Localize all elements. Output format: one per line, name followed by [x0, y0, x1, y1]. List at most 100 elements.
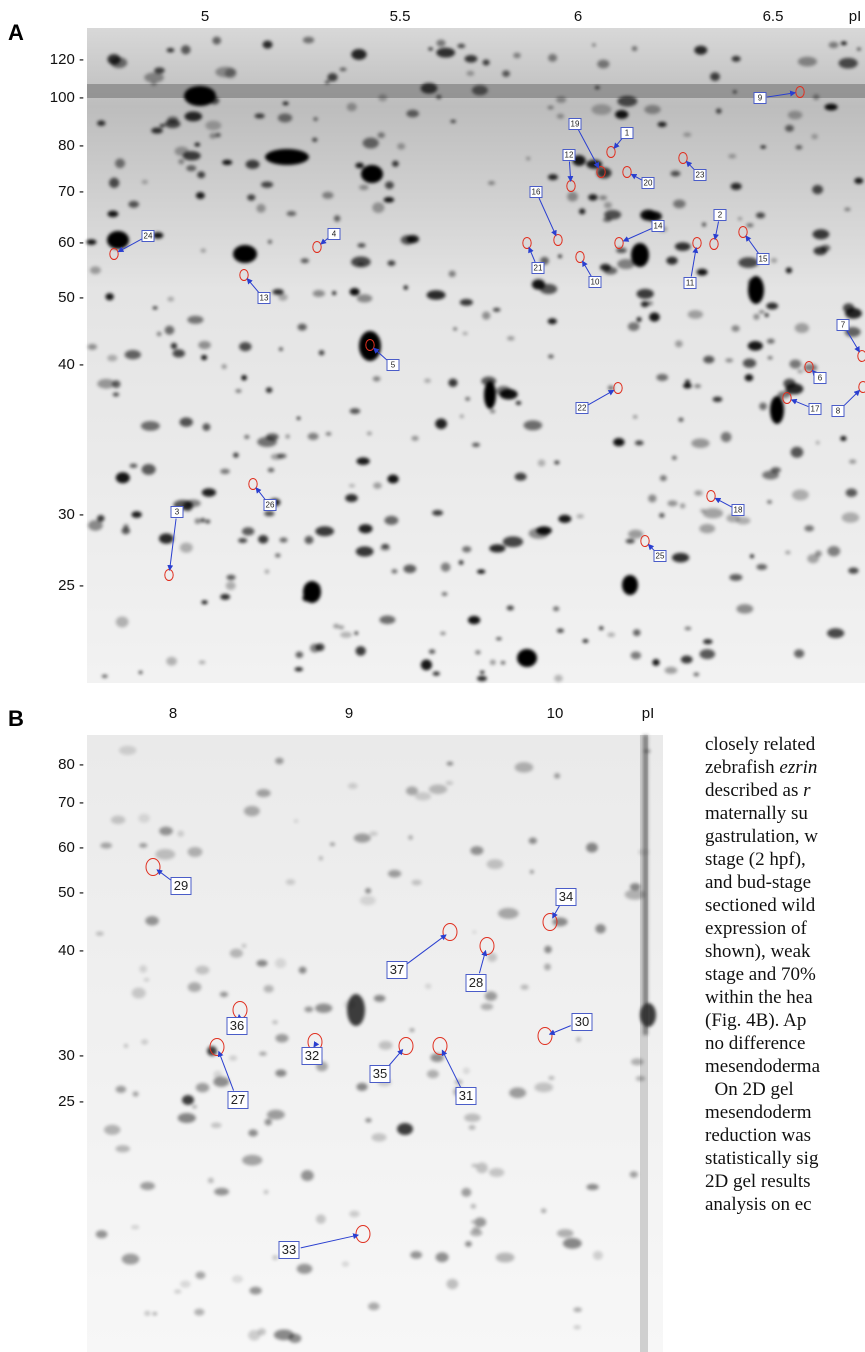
gel-spot — [123, 523, 129, 530]
gel-spot — [465, 396, 471, 401]
gel-spot — [100, 842, 113, 849]
gel-spot — [327, 72, 338, 82]
pi-label: 6.5 — [763, 8, 784, 25]
spot-label: 29 — [174, 878, 188, 893]
gel-spot — [408, 835, 413, 840]
gel-spot — [424, 378, 431, 383]
gel-spot — [573, 1307, 582, 1313]
gel-spot — [783, 378, 796, 389]
gel-spot — [144, 72, 164, 83]
gel-spot — [277, 113, 293, 123]
gel-spot — [595, 924, 606, 934]
gel-spot — [184, 86, 216, 106]
text-run: stage (2 hpf), — [705, 849, 806, 870]
gel-spot — [458, 560, 464, 565]
gel-spot — [666, 256, 678, 265]
spot-box — [257, 292, 271, 304]
gel-spot — [150, 81, 157, 87]
gel-spot — [599, 195, 608, 201]
gel-spot — [410, 1251, 423, 1259]
gel-spot — [341, 1261, 350, 1267]
spot-arrow — [217, 1050, 235, 1091]
gel-spot — [520, 984, 529, 990]
gel-spot — [215, 132, 221, 138]
gel-spot — [264, 569, 270, 574]
spot-box — [651, 220, 665, 232]
gel-spot — [221, 364, 227, 370]
gel-spot — [294, 667, 303, 672]
gel-spot — [630, 1058, 644, 1066]
gel-spot — [333, 215, 341, 222]
gel-spot — [121, 1253, 140, 1265]
gel-spot — [355, 162, 364, 169]
gel-spot — [552, 917, 568, 927]
gel-spot — [300, 258, 310, 264]
gel-spot — [435, 418, 448, 430]
gel-spot — [377, 132, 385, 139]
spot-label: 26 — [266, 501, 275, 510]
mw-label: 120 - — [50, 51, 84, 68]
gel-spot — [849, 459, 857, 464]
text-run: and bud-stage — [705, 872, 812, 893]
gel-spot — [758, 310, 765, 314]
gel-spot — [498, 908, 519, 919]
spot-arrow — [255, 487, 266, 501]
gel-spot — [200, 248, 206, 253]
spot-arrow — [117, 238, 142, 253]
spot-label: 9 — [758, 94, 763, 103]
gel-spot — [484, 381, 496, 409]
gel-spot — [107, 210, 119, 218]
gel-spot — [265, 433, 279, 441]
gel-spot — [725, 358, 734, 363]
gel-spot — [597, 59, 610, 69]
gel-spot — [220, 593, 231, 600]
gel-spot — [794, 322, 810, 333]
gel-spot — [195, 191, 205, 200]
gel-spot — [145, 916, 159, 926]
spot-label: 21 — [534, 264, 543, 273]
gel-spot — [378, 1040, 393, 1050]
gel-spot — [87, 343, 98, 350]
gel-spot — [671, 455, 677, 460]
gel-spot — [657, 121, 667, 127]
gel-spot — [502, 70, 510, 78]
gel-spot — [726, 513, 740, 523]
gel-spot — [172, 349, 186, 358]
gel-spot — [387, 869, 402, 878]
gel-spot — [732, 90, 737, 94]
gel-spot — [526, 156, 531, 161]
gel-spot — [617, 95, 638, 107]
gel-spot — [436, 47, 456, 58]
gel-spot — [828, 41, 839, 49]
gel-spot — [205, 120, 222, 131]
gel-spot — [187, 315, 204, 324]
spot-arrow — [846, 330, 860, 353]
gel-spot — [110, 815, 126, 825]
gel-spot — [454, 1079, 463, 1085]
gel-spot — [353, 833, 371, 843]
gel-spot — [349, 408, 361, 414]
gel-spot — [349, 1210, 360, 1218]
gel-spot — [192, 1105, 197, 1109]
gel-spot — [262, 40, 273, 49]
spot-box — [808, 403, 822, 415]
gel-spot — [767, 500, 772, 504]
mw-label: 30 - — [58, 1047, 84, 1064]
gel-spot — [131, 511, 142, 518]
gel-spot — [391, 569, 398, 574]
gel-spot — [673, 199, 686, 209]
gel-spot — [140, 1181, 155, 1191]
gel-spot — [359, 895, 376, 906]
gel-spot — [544, 945, 552, 954]
gel-spot — [515, 400, 522, 405]
gel-spot — [187, 846, 203, 857]
text-run: mesendoderma — [705, 1056, 821, 1077]
spot-outline — [365, 339, 375, 351]
gel-spot — [225, 68, 237, 79]
gel-spot — [411, 879, 422, 886]
gel-spot — [209, 133, 217, 139]
gel-spot — [198, 660, 206, 665]
spot-arrow — [567, 161, 574, 183]
spot-label: 33 — [282, 1242, 296, 1257]
